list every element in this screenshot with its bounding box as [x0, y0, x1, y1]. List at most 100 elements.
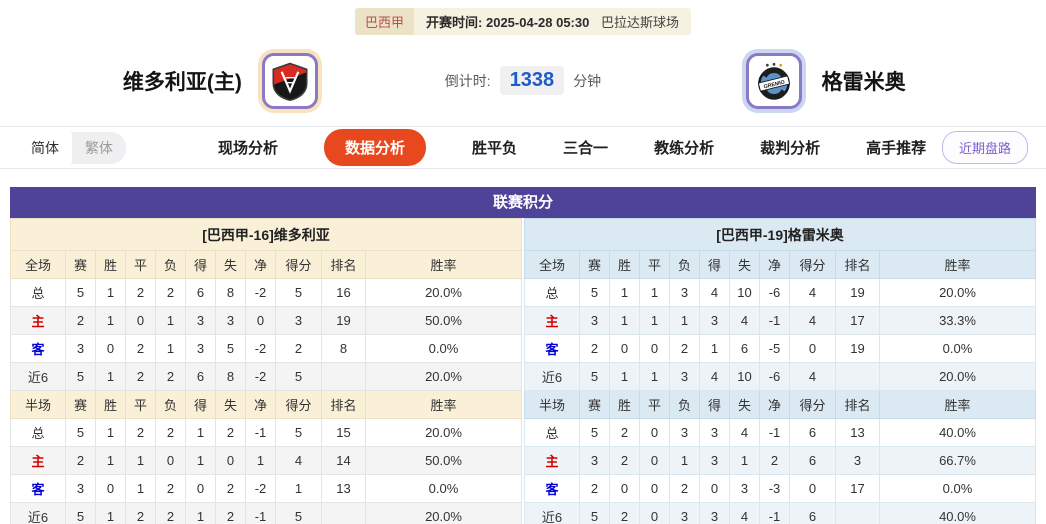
stat-cell: 2 [65, 306, 96, 335]
stat-cell: 0.0% [365, 474, 522, 503]
stat-cell: 1 [609, 278, 640, 307]
stat-cell: 20.0% [879, 278, 1036, 307]
stat-cell: 3 [835, 446, 880, 475]
stat-cell: 0 [95, 334, 126, 363]
stat-cell: 2 [759, 446, 790, 475]
stat-cell: 3 [669, 362, 700, 391]
stat-cell: 33.3% [879, 306, 1036, 335]
stat-cell: 20.0% [365, 362, 522, 391]
stat-cell: 2 [215, 502, 246, 524]
stat-cell: 10 [729, 278, 760, 307]
column-header: 胜率 [879, 250, 1036, 279]
stat-cell: 1 [125, 474, 156, 503]
stat-cell: 6 [729, 334, 760, 363]
stats-row: 客 3 0 2 1 3 5 -2 2 8 0.0% [10, 334, 522, 363]
away-team-zone: GREMIO 格雷米奥 [601, 48, 1046, 113]
column-header: 得分 [789, 390, 836, 419]
stat-cell: 0 [699, 474, 730, 503]
tab-live-analysis[interactable]: 现场分析 [218, 140, 279, 157]
stat-cell: -2 [245, 362, 276, 391]
stat-cell: 8 [321, 334, 366, 363]
column-header: 失 [729, 250, 760, 279]
match-header: 维多利亚(主) 倒计时: 1338 分钟 [0, 35, 1046, 127]
stats-row: 总 5 1 1 3 4 10 -6 4 19 20.0% [524, 278, 1036, 307]
column-header: 全场 [524, 250, 580, 279]
row-label-total-row: 总 [10, 418, 66, 447]
row-label-total-row: 总 [524, 278, 580, 307]
stat-cell: 2 [65, 446, 96, 475]
away-standings-table: [巴西甲-19]格雷米奥 全场赛胜平负得失净得分 排名 胜率总 5 1 1 3 4 10 -6 4 1… [524, 218, 1036, 524]
stat-cell: 2 [125, 334, 156, 363]
stat-cell: 1 [155, 334, 186, 363]
lang-simplified-button[interactable]: 简体 [18, 131, 72, 164]
stats-row: 总 5 1 2 2 6 8 -2 5 16 20.0% [10, 278, 522, 307]
stat-cell: 5 [275, 418, 322, 447]
stat-cell: 15 [321, 418, 366, 447]
stats-row: 主 3 1 1 1 3 4 -1 4 17 33.3% [524, 306, 1036, 335]
stat-cell: 13 [321, 474, 366, 503]
stat-cell: -1 [245, 502, 276, 524]
stat-cell: 2 [609, 502, 640, 524]
stat-cell: 2 [579, 474, 610, 503]
column-header: 胜率 [365, 250, 522, 279]
stat-cell: 6 [789, 502, 836, 524]
column-header-row: 半场赛胜平负得失净得分 排名 胜率 [10, 390, 522, 419]
stats-row: 客 3 0 1 2 0 2 -2 1 13 0.0% [10, 474, 522, 503]
column-header: 得 [699, 390, 730, 419]
stat-cell: 2 [155, 278, 186, 307]
away-team-name: 格雷米奥 [821, 70, 906, 94]
match-info-pill: 巴西甲 开赛时间: 2025-04-28 05:30 巴拉达斯球场 [355, 8, 691, 35]
tab-data-analysis[interactable]: 数据分析 [324, 129, 427, 166]
stat-cell: 3 [729, 474, 760, 503]
home-team-zone: 维多利亚(主) [0, 48, 445, 113]
lang-traditional-button[interactable]: 繁体 [85, 139, 113, 156]
column-header: 净 [245, 250, 276, 279]
stat-cell: 1 [185, 418, 216, 447]
stat-cell: 1 [155, 306, 186, 335]
stat-cell: 19 [835, 278, 880, 307]
column-header: 平 [125, 250, 156, 279]
column-header: 得分 [275, 390, 322, 419]
tab-three-in-one[interactable]: 三合一 [563, 140, 609, 157]
stat-cell: 1 [699, 334, 730, 363]
stat-cell: 1 [95, 306, 126, 335]
stat-cell: 0 [639, 334, 670, 363]
tab-coach-analysis[interactable]: 教练分析 [654, 140, 715, 157]
stat-cell: 3 [215, 306, 246, 335]
stat-cell: 4 [729, 502, 760, 524]
stat-cell: 17 [835, 474, 880, 503]
row-label-total-row: 总 [524, 418, 580, 447]
stat-cell: 0 [639, 446, 670, 475]
column-header: 排名 [835, 250, 880, 279]
column-header: 净 [759, 250, 790, 279]
column-header: 净 [245, 390, 276, 419]
stat-cell: 1 [639, 362, 670, 391]
stat-cell: 5 [65, 362, 96, 391]
row-label-recent-row: 近6 [10, 362, 66, 391]
stat-cell: 2 [669, 474, 700, 503]
column-header: 排名 [321, 250, 366, 279]
column-header: 胜 [95, 250, 126, 279]
stat-cell: 1 [95, 502, 126, 524]
stats-row: 总 5 2 0 3 3 4 -1 6 13 40.0% [524, 418, 1036, 447]
stat-cell: 2 [155, 418, 186, 447]
stat-cell: 19 [835, 334, 880, 363]
stat-cell: 3 [65, 474, 96, 503]
stat-cell: 6 [789, 446, 836, 475]
column-header: 胜 [609, 390, 640, 419]
tab-expert-picks[interactable]: 高手推荐 [866, 140, 927, 157]
stat-cell: 3 [669, 278, 700, 307]
venue-name: 巴拉达斯球场 [600, 15, 679, 30]
stat-cell: 4 [729, 306, 760, 335]
stats-row: 近6 5 2 0 3 3 4 -1 6 40.0% [524, 502, 1036, 524]
stat-cell: -5 [759, 334, 790, 363]
stat-cell: 17 [835, 306, 880, 335]
stat-cell: -1 [759, 502, 790, 524]
stat-cell: 1 [95, 362, 126, 391]
home-standings-table: [巴西甲-16]维多利亚 全场赛胜平负得失净得分 排名 胜率总 5 1 2 2 6 8 -2 5 16… [10, 218, 522, 524]
tab-win-draw-lose[interactable]: 胜平负 [472, 140, 518, 157]
tab-referee-analysis[interactable]: 裁判分析 [760, 140, 821, 157]
stat-cell: 2 [275, 334, 322, 363]
recent-trend-button[interactable]: 近期盘路 [941, 131, 1028, 164]
row-label-recent-row: 近6 [10, 502, 66, 524]
